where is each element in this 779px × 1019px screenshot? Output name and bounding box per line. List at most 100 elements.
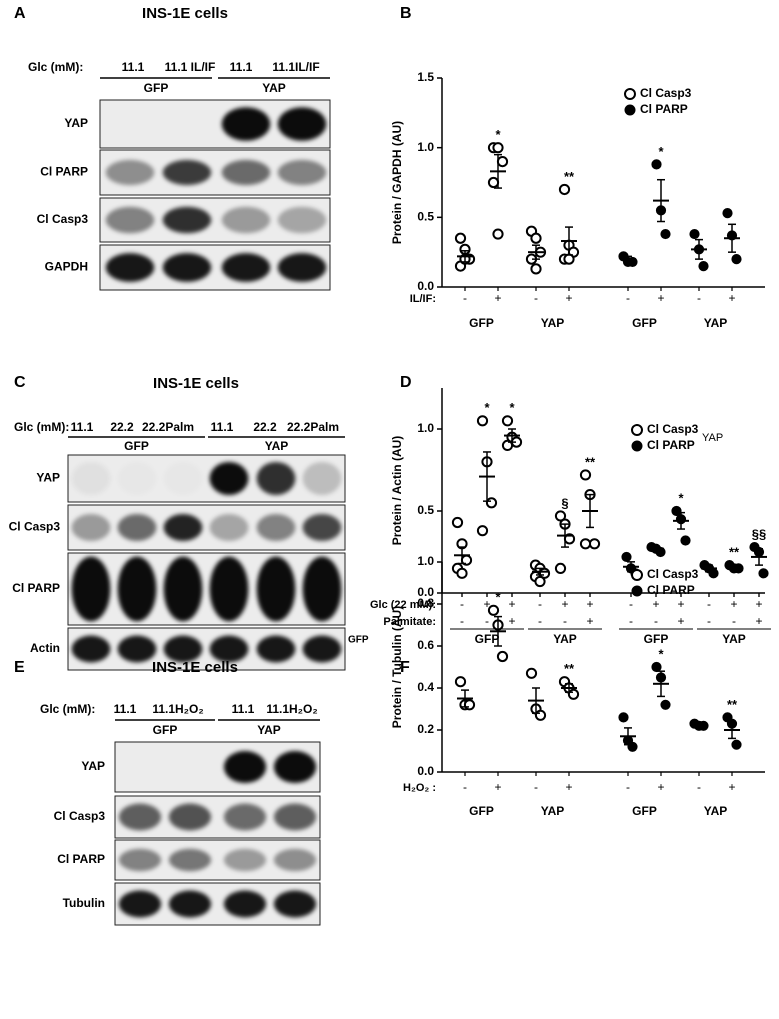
y-tick-label: 0.8 bbox=[417, 596, 434, 610]
row-value: - bbox=[697, 291, 701, 305]
row-value: + bbox=[677, 614, 684, 628]
group-label: GFP bbox=[469, 804, 494, 818]
data-point bbox=[554, 510, 567, 522]
significance: ** bbox=[585, 454, 596, 469]
row-value: + bbox=[657, 780, 664, 794]
group-label: GFP bbox=[153, 723, 178, 737]
data-point bbox=[651, 159, 662, 170]
data-point bbox=[463, 699, 476, 711]
y-tick-label: 0.0 bbox=[417, 764, 434, 778]
band bbox=[162, 159, 212, 186]
group-label: YAP bbox=[265, 439, 289, 453]
data-point bbox=[651, 661, 662, 673]
band bbox=[163, 514, 203, 541]
significance: * bbox=[484, 400, 490, 415]
y-tick-label: 0.6 bbox=[417, 638, 434, 652]
row-value: + bbox=[565, 291, 572, 305]
band bbox=[118, 803, 162, 831]
band bbox=[273, 848, 317, 872]
significance: * bbox=[509, 400, 515, 415]
group-label: YAP bbox=[262, 81, 286, 95]
y-tick-label: 1.0 bbox=[417, 554, 434, 568]
data-point bbox=[501, 415, 514, 427]
significance: * bbox=[658, 144, 664, 159]
condition-label: Glc (mM): bbox=[14, 420, 69, 434]
blot-strip bbox=[67, 627, 346, 671]
data-point bbox=[530, 232, 542, 244]
data-point bbox=[525, 667, 538, 679]
panel-letter: E bbox=[14, 659, 25, 676]
band bbox=[162, 253, 212, 282]
band bbox=[117, 514, 157, 541]
data-point bbox=[534, 709, 547, 721]
significance: * bbox=[678, 490, 684, 505]
data-point bbox=[588, 538, 601, 550]
row-value: + bbox=[508, 597, 515, 611]
band bbox=[277, 253, 327, 282]
row-label: YAP bbox=[64, 116, 88, 130]
band bbox=[209, 635, 249, 663]
band bbox=[163, 635, 203, 663]
data-point bbox=[579, 538, 592, 550]
band bbox=[223, 848, 267, 872]
lane-label: 22.2Palm bbox=[287, 420, 339, 434]
band bbox=[277, 107, 327, 141]
significance: ** bbox=[729, 545, 740, 560]
group-label: GFP bbox=[469, 316, 494, 330]
data-point bbox=[660, 228, 671, 240]
row-value: + bbox=[730, 597, 737, 611]
row-label: Glc (22 mM): bbox=[370, 599, 436, 611]
panel-letter: B bbox=[400, 5, 412, 22]
panel-letter: D bbox=[400, 374, 412, 391]
row-label: Tubulin bbox=[63, 896, 105, 910]
panel-title: INS-1E cells bbox=[152, 659, 238, 676]
data-point bbox=[660, 699, 671, 710]
band bbox=[302, 556, 342, 622]
row-value: + bbox=[494, 780, 501, 794]
band bbox=[118, 462, 157, 495]
legend-note: YAP bbox=[702, 432, 723, 444]
band bbox=[273, 890, 317, 918]
y-tick-label: 1.5 bbox=[417, 70, 434, 84]
data-point bbox=[492, 228, 504, 240]
panel-letter: C bbox=[14, 374, 26, 391]
band bbox=[302, 635, 342, 663]
data-point bbox=[698, 261, 709, 272]
legend-label: Cl Casp3 bbox=[647, 567, 699, 581]
group-label: YAP bbox=[722, 632, 746, 646]
row-value: + bbox=[483, 597, 490, 611]
y-axis-label: Protein / Tubulin (AU) bbox=[390, 606, 404, 728]
band bbox=[71, 556, 111, 622]
row-value: + bbox=[586, 597, 593, 611]
band bbox=[105, 159, 155, 186]
band bbox=[256, 635, 296, 663]
significance: * bbox=[495, 127, 501, 142]
footnote: GFP bbox=[348, 635, 369, 646]
data-point bbox=[731, 739, 742, 750]
group-label: GFP bbox=[475, 632, 500, 646]
data-point bbox=[722, 208, 733, 219]
band bbox=[164, 462, 203, 495]
band bbox=[223, 803, 267, 831]
y-tick-label: 0.5 bbox=[417, 210, 434, 224]
data-point bbox=[680, 535, 691, 546]
data-point bbox=[708, 568, 719, 579]
significance: § bbox=[561, 495, 568, 510]
data-point bbox=[501, 439, 514, 451]
row-value: - bbox=[697, 780, 701, 794]
band bbox=[105, 253, 155, 282]
row-label: H₂O₂ : bbox=[403, 782, 436, 794]
band bbox=[256, 462, 296, 495]
band bbox=[105, 206, 155, 234]
band bbox=[163, 556, 203, 622]
legend-label: Cl PARP bbox=[647, 438, 695, 452]
lane-label: 22.2 bbox=[253, 420, 277, 434]
band bbox=[71, 514, 111, 541]
row-value: - bbox=[463, 780, 467, 794]
row-value: + bbox=[586, 614, 593, 628]
data-point bbox=[671, 505, 682, 517]
row-value: - bbox=[538, 597, 542, 611]
panel-letter: A bbox=[14, 5, 26, 22]
row-label: Palmitate: bbox=[383, 616, 436, 628]
